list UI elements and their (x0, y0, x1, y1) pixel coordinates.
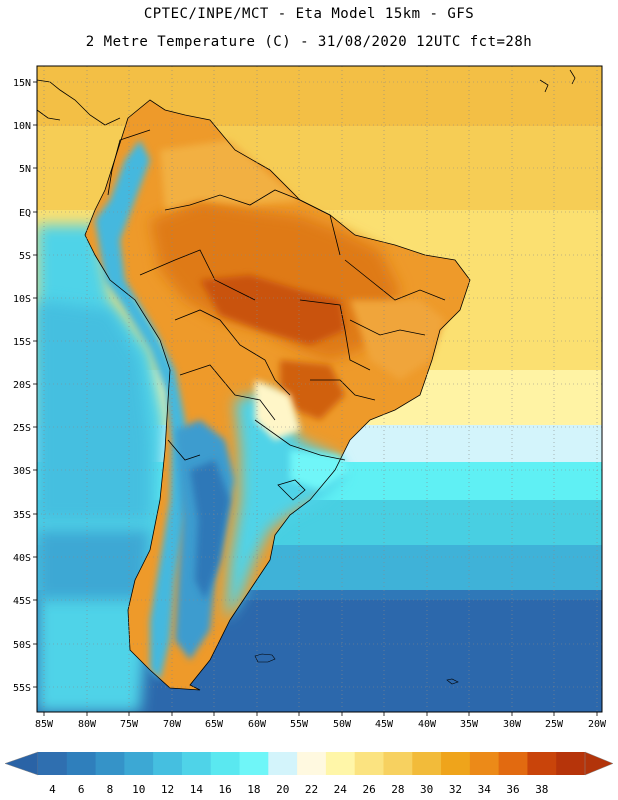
lat-label: 55S (13, 683, 31, 694)
falkland-islands (254, 653, 276, 663)
temperature-colorbar: 4 6 8 10 12 14 16 18 20 22 24 26 28 30 32 34 36 38 (4, 751, 614, 796)
colorbar-label: 12 (161, 783, 174, 796)
colorbar-labels: 4 6 8 10 12 14 16 18 20 22 24 26 28 30 32 34 36 38 (49, 783, 548, 796)
colorbar-label: 32 (449, 783, 462, 796)
lon-label: 55W (290, 719, 309, 730)
colorbar-swatch (469, 752, 500, 775)
colorbar-label: 34 (478, 783, 492, 796)
lon-label: 60W (248, 719, 267, 730)
colorbar-swatch (268, 752, 298, 775)
map-field (37, 66, 602, 712)
colorbar-swatch (95, 752, 125, 775)
lat-label: 10N (13, 121, 31, 132)
lon-label: 65W (205, 719, 224, 730)
lon-label: 30W (503, 719, 522, 730)
lat-label: 50S (13, 640, 31, 651)
lon-label: 45W (375, 719, 394, 730)
colorbar-high-arrow (584, 751, 614, 776)
colorbar-label: 20 (276, 783, 289, 796)
colorbar-label: 22 (305, 783, 318, 796)
lon-label: 70W (163, 719, 182, 730)
lon-label: 35W (460, 719, 479, 730)
colorbar-swatch (383, 752, 413, 775)
colorbar-label: 30 (420, 783, 433, 796)
latitude-labels: 15N 10N 5N EQ 5S 10S 15S 20S 25S 30S 35S… (13, 78, 31, 694)
colorbar-swatch (325, 752, 356, 775)
colorbar-swatch (153, 752, 183, 775)
colorbar-label: 28 (391, 783, 404, 796)
colorbar-swatch (297, 752, 327, 775)
colorbar-swatch (210, 752, 241, 775)
lat-label: 15S (13, 337, 31, 348)
colorbar-swatch (38, 752, 68, 775)
colorbar-label: 36 (506, 783, 519, 796)
colorbar-label: 10 (132, 783, 145, 796)
lat-label: 15N (13, 78, 31, 89)
lat-label: EQ (19, 208, 31, 219)
colorbar-label: 4 (49, 783, 56, 796)
lat-label: 45S (13, 596, 31, 607)
lon-label: 25W (545, 719, 564, 730)
colorbar-label: 8 (107, 783, 114, 796)
lon-label: 80W (78, 719, 97, 730)
colorbar-swatch (556, 752, 586, 775)
lon-label: 40W (418, 719, 437, 730)
map-title-line2: 2 Metre Temperature (C) - 31/08/2020 12U… (85, 34, 533, 50)
colorbar-low-arrow (4, 751, 39, 776)
map-frame (36, 65, 603, 713)
colorbar-label: 14 (190, 783, 204, 796)
lon-label: 50W (333, 719, 352, 730)
colorbar-swatch (66, 752, 97, 775)
temperature-map: 15N 10N 5N EQ 5S 10S 15S 20S 25S 30S 35S… (13, 65, 607, 730)
colorbar-swatch (441, 752, 471, 775)
colorbar-swatch (239, 752, 269, 775)
lat-label: 10S (13, 294, 31, 305)
lat-label: 35S (13, 510, 31, 521)
lat-label: 30S (13, 466, 31, 477)
lon-label: 20W (588, 719, 607, 730)
colorbar-swatch (527, 752, 557, 775)
colorbar-label: 6 (78, 783, 85, 796)
colorbar-label: 16 (219, 783, 232, 796)
lat-label: 25S (13, 423, 31, 434)
lat-label: 40S (13, 553, 31, 564)
colorbar-swatch (124, 752, 154, 775)
country-borders (84, 99, 471, 691)
colorbar-label: 26 (362, 783, 375, 796)
colorbar-swatch (412, 752, 442, 775)
colorbar-label: 18 (247, 783, 260, 796)
lon-label: 75W (120, 719, 139, 730)
colorbar-swatch (354, 752, 384, 775)
map-title-line1: CPTEC/INPE/MCT - Eta Model 15km - GFS (143, 6, 475, 22)
lon-label: 85W (35, 719, 54, 730)
colorbar-label: 24 (334, 783, 348, 796)
colorbar-swatch (181, 752, 212, 775)
axis-ticks (33, 81, 598, 716)
lat-label: 5S (19, 251, 31, 262)
andes-cold-ridge (95, 140, 190, 680)
longitude-labels: 85W 80W 75W 70W 65W 60W 55W 50W 45W 40W … (35, 719, 607, 730)
lat-label: 20S (13, 380, 31, 391)
colorbar-swatches (4, 751, 614, 776)
colorbar-swatch (498, 752, 528, 775)
lat-label: 5N (19, 164, 31, 175)
colorbar-label: 38 (535, 783, 548, 796)
